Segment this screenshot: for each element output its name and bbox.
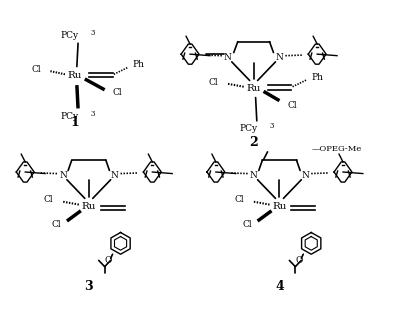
Text: O: O xyxy=(105,256,112,265)
Text: Ru: Ru xyxy=(246,84,261,93)
Text: Ph: Ph xyxy=(311,73,323,82)
Text: 3: 3 xyxy=(270,122,274,130)
Text: N: N xyxy=(111,171,118,180)
Text: —OPEG-Me: —OPEG-Me xyxy=(311,145,362,153)
Text: O: O xyxy=(296,256,303,265)
Text: Cl: Cl xyxy=(234,195,244,204)
Text: N: N xyxy=(224,53,232,62)
Text: Cl: Cl xyxy=(51,220,61,229)
Text: Cl: Cl xyxy=(44,195,53,204)
Text: N: N xyxy=(301,171,309,180)
Text: PCy: PCy xyxy=(240,124,258,133)
Text: 2: 2 xyxy=(249,136,258,149)
Text: Cl: Cl xyxy=(113,88,122,97)
Text: Ru: Ru xyxy=(82,202,96,211)
Text: Ru: Ru xyxy=(68,71,82,80)
Text: 4: 4 xyxy=(275,280,284,293)
Text: 3: 3 xyxy=(91,110,95,118)
Text: Cl: Cl xyxy=(242,220,252,229)
Text: Cl: Cl xyxy=(208,78,218,87)
Text: PCy: PCy xyxy=(61,31,79,40)
Text: N: N xyxy=(59,171,67,180)
Text: N: N xyxy=(250,171,258,180)
Text: Cl: Cl xyxy=(32,65,41,74)
Text: 3: 3 xyxy=(91,29,95,37)
Text: PCy: PCy xyxy=(61,112,79,121)
Text: Ru: Ru xyxy=(272,202,287,211)
Text: 3: 3 xyxy=(84,280,93,293)
Text: Ph: Ph xyxy=(132,60,144,69)
Text: 1: 1 xyxy=(70,116,79,129)
Text: Cl: Cl xyxy=(287,101,297,110)
Text: N: N xyxy=(276,53,283,62)
